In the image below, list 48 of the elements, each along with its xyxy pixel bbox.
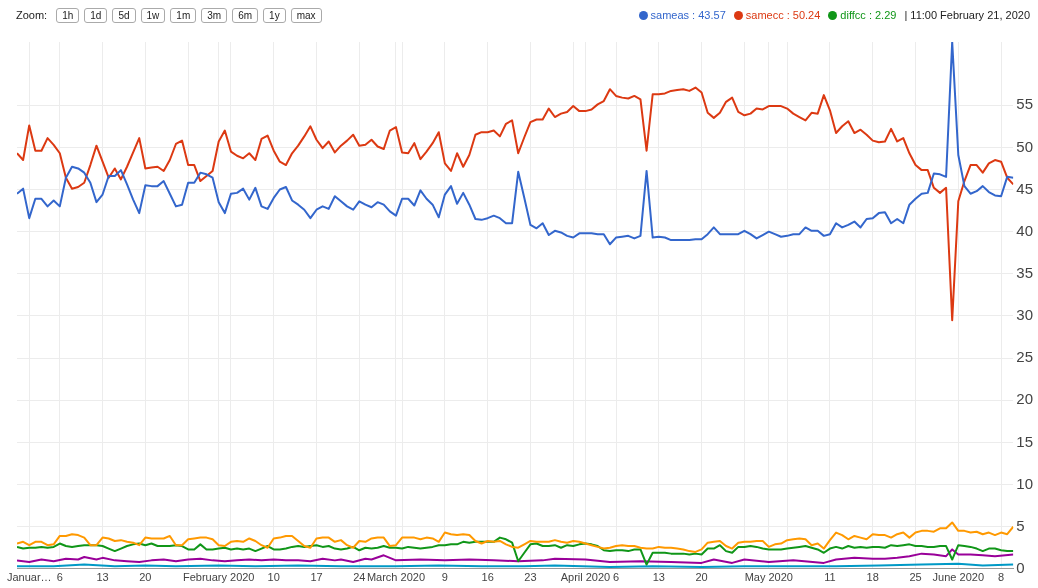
x-tick-label: 6 bbox=[56, 571, 63, 584]
y-tick-label: 30 bbox=[1016, 306, 1033, 324]
x-tick-label: 9 bbox=[441, 571, 448, 584]
y-tick-label: 5 bbox=[1016, 516, 1025, 534]
text: max bbox=[290, 7, 322, 23]
text: 3m bbox=[201, 7, 228, 23]
y-tick-label: 50 bbox=[1016, 137, 1033, 155]
y-tick-label: 35 bbox=[1016, 263, 1033, 281]
x-tick-label: 20 bbox=[139, 571, 152, 584]
y-tick-label: 40 bbox=[1016, 221, 1033, 239]
y-tick-label: 55 bbox=[1016, 95, 1033, 113]
x-tick-label: 13 bbox=[652, 571, 665, 584]
y-tick-label: 0 bbox=[1016, 558, 1025, 576]
legend-label: diffcc : 2.29 bbox=[840, 9, 897, 21]
y-tick-label: 10 bbox=[1016, 474, 1033, 492]
text: 1m bbox=[170, 7, 197, 23]
text: 1w bbox=[140, 7, 166, 23]
x-tick-label: 20 bbox=[695, 571, 708, 584]
legend-label: samecc : 50.24 bbox=[745, 9, 821, 21]
y-tick-label: 20 bbox=[1016, 390, 1033, 408]
x-tick-label: 25 bbox=[909, 571, 922, 584]
x-tick-label: 13 bbox=[96, 571, 109, 584]
text: 6m bbox=[232, 7, 259, 23]
y-tick-label: 45 bbox=[1016, 179, 1033, 197]
x-tick-label: 23 bbox=[524, 571, 537, 584]
x-tick-label: February 2020 bbox=[182, 571, 255, 584]
x-tick-label: June 2020 bbox=[932, 571, 984, 584]
x-tick-label: 17 bbox=[310, 571, 323, 584]
x-tick-label: 11 bbox=[824, 571, 836, 584]
text: | 11:00 February 21, 2020 bbox=[904, 9, 1030, 21]
text: 5d bbox=[112, 7, 136, 23]
text: Zoom: bbox=[16, 9, 48, 21]
legend-label: sameas : 43.57 bbox=[650, 9, 726, 21]
x-tick-label: April 2020 bbox=[560, 571, 611, 584]
y-tick-label: 25 bbox=[1016, 348, 1033, 366]
x-tick-label: Januar… bbox=[6, 571, 52, 584]
text: 1d bbox=[84, 7, 108, 23]
x-tick-label: 8 bbox=[998, 571, 1005, 584]
x-tick-label: 24 bbox=[353, 571, 366, 584]
y-tick-label: 15 bbox=[1016, 432, 1033, 450]
x-tick-label: May 2020 bbox=[744, 571, 793, 584]
x-tick-label: 18 bbox=[866, 571, 879, 584]
x-tick-label: March 2020 bbox=[366, 571, 426, 584]
text: 1h bbox=[56, 7, 80, 23]
x-tick-label: 10 bbox=[267, 571, 280, 584]
text: 1y bbox=[263, 7, 286, 23]
x-tick-label: 16 bbox=[481, 571, 494, 584]
x-tick-label: 6 bbox=[612, 571, 620, 584]
